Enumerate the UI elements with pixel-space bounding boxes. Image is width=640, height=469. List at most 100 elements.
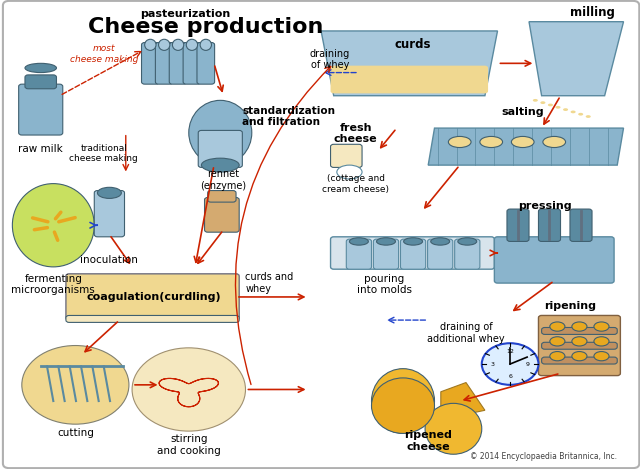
- FancyBboxPatch shape: [541, 342, 617, 349]
- Ellipse shape: [186, 39, 198, 50]
- Ellipse shape: [572, 322, 587, 331]
- FancyBboxPatch shape: [208, 190, 236, 202]
- Polygon shape: [428, 128, 623, 165]
- FancyBboxPatch shape: [541, 327, 617, 334]
- FancyBboxPatch shape: [197, 43, 214, 84]
- FancyBboxPatch shape: [156, 43, 173, 84]
- Text: (cottage and
cream cheese): (cottage and cream cheese): [323, 174, 389, 194]
- Ellipse shape: [132, 348, 246, 431]
- FancyBboxPatch shape: [183, 43, 201, 84]
- FancyBboxPatch shape: [205, 197, 239, 232]
- Ellipse shape: [458, 238, 477, 245]
- Ellipse shape: [594, 322, 609, 331]
- FancyBboxPatch shape: [541, 357, 617, 364]
- Ellipse shape: [97, 187, 122, 198]
- Text: 6: 6: [508, 374, 512, 379]
- Text: cutting: cutting: [57, 428, 94, 438]
- Ellipse shape: [533, 99, 538, 102]
- Text: fresh
cheese: fresh cheese: [334, 123, 378, 144]
- Text: salting: salting: [501, 106, 544, 116]
- Ellipse shape: [12, 183, 94, 267]
- FancyBboxPatch shape: [66, 274, 239, 320]
- Text: stirring
and cooking: stirring and cooking: [157, 434, 221, 456]
- Text: curds and
whey: curds and whey: [246, 272, 294, 294]
- Text: fermenting
microorganisms: fermenting microorganisms: [12, 274, 95, 295]
- Ellipse shape: [349, 238, 369, 245]
- Text: coagulation(curdling): coagulation(curdling): [87, 292, 221, 302]
- Text: draining
of whey: draining of whey: [309, 49, 349, 70]
- FancyBboxPatch shape: [507, 209, 529, 242]
- FancyBboxPatch shape: [494, 237, 614, 283]
- Ellipse shape: [376, 238, 396, 245]
- FancyBboxPatch shape: [330, 144, 362, 167]
- FancyBboxPatch shape: [330, 66, 488, 93]
- Ellipse shape: [543, 136, 566, 148]
- FancyBboxPatch shape: [25, 75, 56, 89]
- Ellipse shape: [511, 136, 534, 148]
- Ellipse shape: [572, 337, 587, 346]
- Ellipse shape: [556, 106, 561, 109]
- Text: inoculation: inoculation: [81, 255, 138, 265]
- Ellipse shape: [540, 101, 545, 104]
- FancyBboxPatch shape: [538, 316, 620, 376]
- Ellipse shape: [571, 111, 575, 113]
- Ellipse shape: [449, 136, 471, 148]
- Ellipse shape: [594, 352, 609, 361]
- Ellipse shape: [563, 108, 568, 111]
- Ellipse shape: [371, 378, 435, 433]
- Text: © 2014 Encyclopaedia Britannica, Inc.: © 2014 Encyclopaedia Britannica, Inc.: [470, 452, 617, 461]
- Text: most
cheese making: most cheese making: [70, 45, 138, 64]
- Text: 9: 9: [525, 362, 530, 367]
- Ellipse shape: [578, 113, 583, 116]
- Ellipse shape: [404, 238, 422, 245]
- Circle shape: [482, 343, 538, 385]
- Ellipse shape: [159, 39, 170, 50]
- Text: pressing: pressing: [518, 201, 572, 212]
- Ellipse shape: [337, 165, 362, 179]
- FancyBboxPatch shape: [94, 190, 125, 237]
- Ellipse shape: [25, 63, 56, 73]
- Ellipse shape: [586, 115, 591, 118]
- Text: pasteurization: pasteurization: [141, 9, 231, 19]
- Ellipse shape: [425, 403, 482, 454]
- Ellipse shape: [371, 369, 435, 433]
- FancyBboxPatch shape: [570, 209, 592, 242]
- FancyBboxPatch shape: [141, 43, 159, 84]
- Text: Cheese production: Cheese production: [88, 17, 323, 37]
- FancyBboxPatch shape: [19, 84, 63, 135]
- Ellipse shape: [550, 322, 565, 331]
- FancyBboxPatch shape: [373, 239, 399, 269]
- Ellipse shape: [550, 337, 565, 346]
- Polygon shape: [321, 31, 497, 96]
- FancyBboxPatch shape: [428, 239, 452, 269]
- Text: ripening: ripening: [544, 301, 596, 311]
- Text: draining of
additional whey: draining of additional whey: [428, 322, 505, 344]
- Text: 3: 3: [490, 362, 495, 367]
- FancyBboxPatch shape: [454, 239, 480, 269]
- FancyBboxPatch shape: [538, 209, 561, 242]
- FancyBboxPatch shape: [169, 43, 187, 84]
- Polygon shape: [529, 22, 623, 96]
- Text: ripened
cheese: ripened cheese: [404, 431, 452, 452]
- FancyBboxPatch shape: [198, 130, 243, 167]
- Ellipse shape: [480, 136, 502, 148]
- Polygon shape: [441, 383, 485, 420]
- Text: 12: 12: [506, 348, 514, 354]
- Text: raw milk: raw milk: [19, 144, 63, 154]
- Ellipse shape: [172, 39, 184, 50]
- Ellipse shape: [200, 39, 211, 50]
- Text: milling: milling: [570, 7, 614, 19]
- Ellipse shape: [594, 337, 609, 346]
- Ellipse shape: [550, 352, 565, 361]
- FancyBboxPatch shape: [346, 239, 371, 269]
- Ellipse shape: [202, 158, 239, 172]
- Text: rennet
(enzyme): rennet (enzyme): [200, 169, 246, 190]
- Text: standardization
and filtration: standardization and filtration: [243, 106, 335, 128]
- Text: traditional
cheese making: traditional cheese making: [69, 144, 138, 163]
- Text: curds: curds: [394, 38, 431, 51]
- Ellipse shape: [431, 238, 450, 245]
- FancyBboxPatch shape: [401, 239, 426, 269]
- Ellipse shape: [145, 39, 156, 50]
- Ellipse shape: [572, 352, 587, 361]
- Ellipse shape: [189, 100, 252, 165]
